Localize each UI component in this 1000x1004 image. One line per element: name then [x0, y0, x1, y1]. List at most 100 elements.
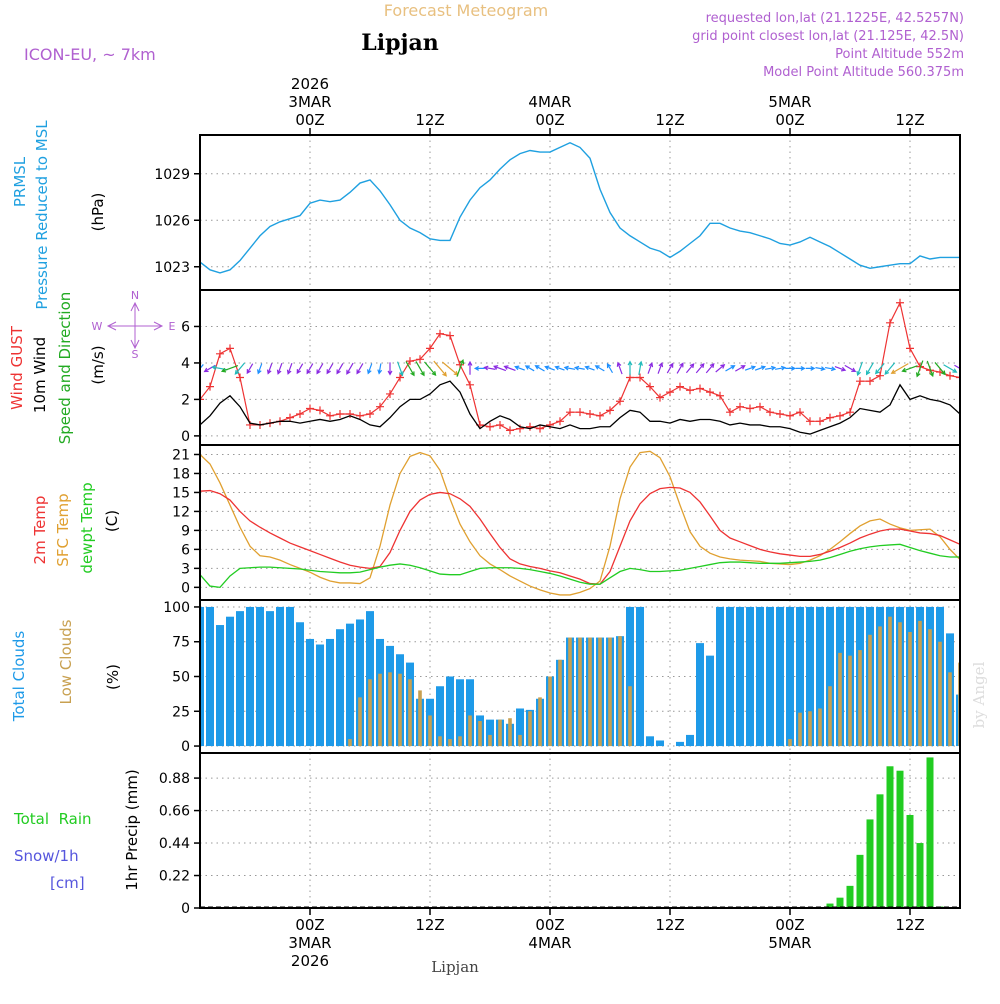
wind-arrow: [890, 363, 909, 374]
gust-marker: [546, 420, 554, 429]
temp-2m-label: 2m Temp: [31, 496, 49, 565]
wind-arrow: [286, 362, 293, 375]
wind-arrow: [554, 365, 565, 371]
total-cloud-bar: [276, 606, 284, 747]
low-cloud-bar: [818, 708, 822, 747]
y-tick-label: 4: [181, 356, 190, 372]
gust-marker: [906, 344, 914, 353]
wind-arrow: [534, 365, 545, 372]
gust-marker: [346, 410, 354, 418]
wind-arrow: [544, 365, 555, 371]
gust-marker: [216, 349, 224, 358]
wind-arrow: [657, 361, 664, 374]
pressure-label-2: Pressure Reduced to MSL: [33, 120, 51, 310]
rain-bar: [836, 897, 844, 908]
rain-bar: [906, 815, 914, 908]
temp-2m-line: [200, 486, 960, 585]
gust-marker: [616, 397, 624, 406]
low-cloud-bar: [508, 718, 512, 747]
gust-marker: [606, 406, 614, 415]
y-tick-label: 0.22: [159, 869, 190, 885]
wind-arrow: [296, 363, 304, 375]
y-tick-label: 18: [172, 466, 190, 482]
total-cloud-bar: [200, 606, 204, 747]
y-tick-label: 0.44: [159, 836, 190, 852]
wind-arrow: [824, 366, 837, 372]
total-cloud-bar: [726, 606, 734, 747]
wind-arrow: [200, 364, 204, 372]
low-cloud-bar: [368, 679, 372, 747]
wind-arrow: [377, 363, 383, 375]
total-cloud-bar: [796, 606, 804, 747]
low-cloud-bar: [408, 679, 412, 747]
low-cloud-bar: [618, 636, 622, 747]
gust-marker: [836, 411, 844, 420]
low-clouds-label: Low Clouds: [57, 619, 75, 704]
total-cloud-bar: [296, 622, 304, 747]
wind-arrow: [503, 365, 516, 371]
y-tick-label: 1026: [154, 213, 190, 229]
top-time-label: 2026: [291, 75, 329, 93]
gust-marker: [676, 382, 684, 391]
temp-sfc-line: [200, 450, 960, 596]
panel-frame: [199, 752, 961, 909]
total-cloud-bar: [656, 740, 664, 747]
wind-arrow: [396, 361, 404, 377]
low-cloud-bar: [828, 686, 832, 747]
gust-marker: [756, 402, 764, 411]
gust-marker: [766, 408, 774, 417]
gust-marker: [576, 408, 584, 417]
location-title: Lipjan: [361, 30, 438, 56]
total-cloud-bar: [646, 736, 654, 747]
wind-direction-label: Speed and Direction: [56, 292, 74, 445]
total-cloud-bar: [436, 686, 444, 747]
rain-label: Total Rain: [13, 810, 92, 828]
model-altitude: Model Point Altitude 560.375m: [763, 65, 964, 80]
wind-arrow: [865, 362, 874, 376]
compass-s: S: [132, 348, 139, 361]
gust-marker: [356, 411, 364, 420]
rain-bar: [916, 843, 924, 908]
total-cloud-bar: [626, 606, 634, 747]
gust-marker: [896, 298, 904, 307]
gust-marker: [716, 391, 724, 400]
y-tick-label: 6: [181, 542, 190, 558]
low-cloud-bar: [538, 697, 542, 747]
y-tick-label: 9: [181, 523, 190, 539]
compass-arrows-icon: [106, 301, 164, 350]
total-cloud-bar: [326, 638, 334, 747]
gust-marker: [286, 413, 294, 422]
gust-marker: [946, 371, 954, 380]
gust-marker: [816, 417, 824, 426]
total-cloud-bar: [956, 694, 960, 747]
wind-arrow: [606, 362, 614, 374]
wind-10m-label: 10m Wind: [31, 337, 49, 413]
gust-marker: [306, 404, 314, 413]
wind-line: [200, 380, 960, 435]
wind-arrow: [934, 362, 946, 376]
gust-marker: [866, 377, 874, 386]
wind-unit: (m/s): [89, 345, 107, 384]
panel-clouds: 0 25 50 75 100: [163, 599, 961, 755]
total-cloud-bar: [356, 619, 364, 747]
low-cloud-bar: [908, 631, 912, 747]
gust-marker: [556, 417, 564, 426]
low-cloud-bar: [498, 719, 502, 747]
total-cloud-bar: [216, 625, 224, 747]
low-cloud-bar: [938, 641, 942, 747]
wind-arrow: [467, 360, 473, 375]
low-cloud-bar: [448, 739, 452, 747]
wind-arrow: [915, 360, 924, 378]
gust-marker: [956, 373, 960, 382]
bottom-time-label: 00Z: [535, 916, 564, 934]
top-time-label: 00Z: [775, 111, 804, 129]
snow-unit: [cm]: [50, 874, 85, 892]
low-cloud-bar: [398, 673, 402, 747]
snow-label: Snow/1h: [14, 847, 79, 865]
wind-arrow: [441, 361, 459, 376]
panel-precip: 0 0.22 0.44 0.66 0.88: [159, 752, 961, 917]
gust-marker: [466, 380, 474, 389]
wind-arrow: [676, 362, 684, 374]
gust-marker: [706, 388, 714, 397]
top-time-label: 12Z: [895, 111, 924, 129]
